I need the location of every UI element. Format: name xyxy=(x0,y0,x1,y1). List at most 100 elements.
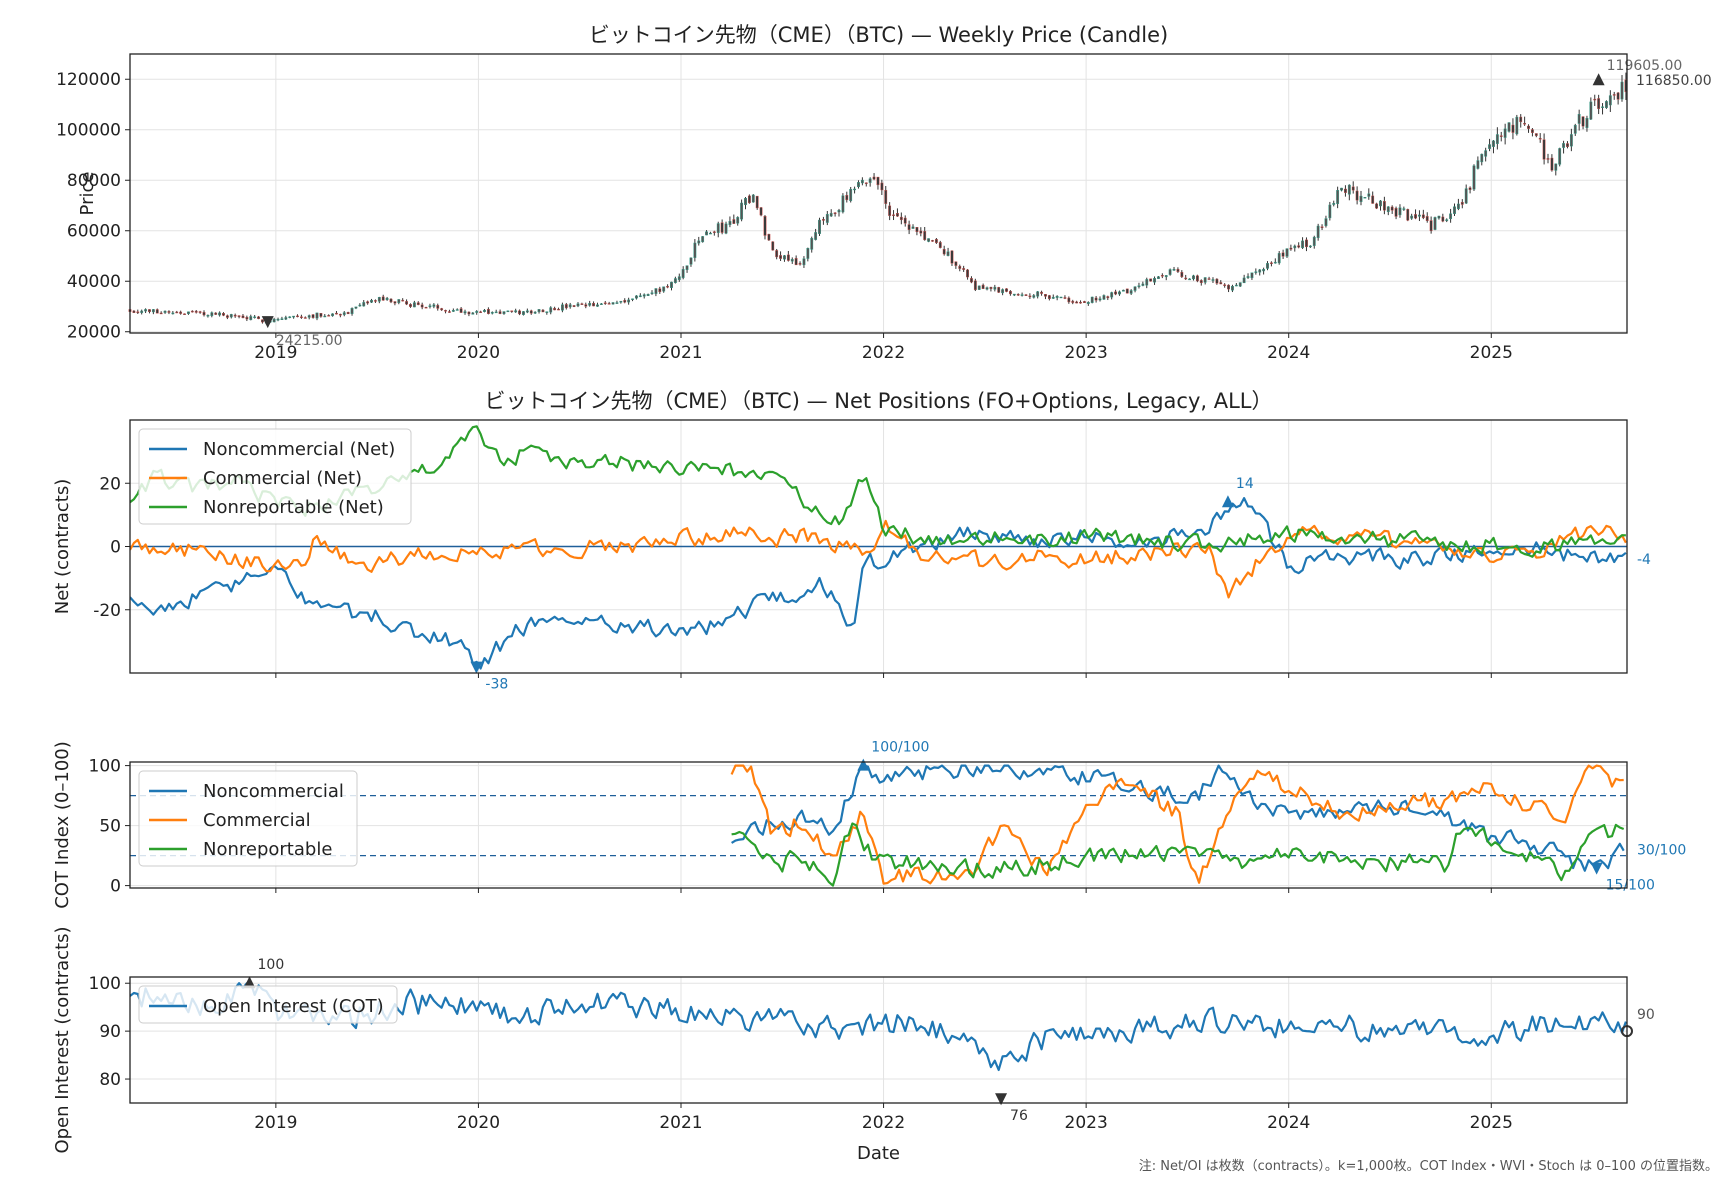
candle-body xyxy=(1379,200,1382,207)
candle-body xyxy=(744,197,747,206)
candle-body xyxy=(1316,225,1320,238)
candle-body xyxy=(884,189,888,204)
candle-body xyxy=(658,288,662,293)
x-tick-label: 2024 xyxy=(1267,1113,1310,1133)
candle-body xyxy=(650,292,654,294)
candle-body xyxy=(802,258,806,266)
candle-body xyxy=(736,217,740,224)
y-tick-label: 50 xyxy=(99,817,121,837)
candle-body xyxy=(284,317,288,320)
candle-body xyxy=(712,231,716,233)
x-tick-label: 2019 xyxy=(254,343,297,363)
candle-body xyxy=(568,304,572,308)
max-annotation: 119605.00 xyxy=(1607,58,1683,74)
candle-body xyxy=(841,195,845,213)
y-axis-label: COT Index (0–100) xyxy=(52,741,73,909)
candle-body xyxy=(962,268,966,270)
candle-body xyxy=(276,318,280,321)
candle-body xyxy=(1055,296,1059,298)
candle-body xyxy=(331,313,334,317)
candle-body xyxy=(206,314,210,317)
y-tick-label: 120000 xyxy=(56,70,121,90)
candle-body xyxy=(167,311,171,313)
min-marker xyxy=(995,1093,1008,1106)
candle-body xyxy=(218,312,221,316)
legend-label: Open Interest (COT) xyxy=(203,996,384,1017)
candle-body xyxy=(1562,143,1565,148)
candle-body xyxy=(662,286,666,292)
candle-body xyxy=(370,299,373,303)
candle-body xyxy=(541,309,545,313)
candle-body xyxy=(151,309,155,313)
max-marker xyxy=(1592,73,1605,86)
candle-body xyxy=(510,310,514,312)
candle-body xyxy=(225,315,229,318)
candle-body xyxy=(1382,201,1386,211)
candle-body xyxy=(728,221,732,225)
candle-body xyxy=(471,312,475,315)
min-marker xyxy=(470,661,483,674)
candle-body xyxy=(966,269,969,278)
chart-title: ビットコイン先物（CME）（BTC) — Weekly Price (Candl… xyxy=(589,23,1168,47)
candle-body xyxy=(1593,98,1597,101)
max-marker xyxy=(1221,495,1234,508)
candle-body xyxy=(1433,217,1437,230)
candle-body xyxy=(1390,206,1394,211)
candle-body xyxy=(1184,277,1188,280)
candle-body xyxy=(981,284,985,289)
min-annotation: 24215.00 xyxy=(276,333,343,349)
candle-body xyxy=(545,311,549,313)
candle-body xyxy=(1527,125,1530,129)
candle-body xyxy=(1012,293,1016,296)
open-interest-panel: 2019 2020 2021 2022 2023 2024 2025 80 90 100 Open … xyxy=(52,926,1655,1164)
candle-body xyxy=(1468,187,1472,190)
candle-body xyxy=(358,304,362,307)
y-tick-label: 0 xyxy=(110,877,121,897)
candle-body xyxy=(405,301,408,305)
candle-body xyxy=(1429,220,1433,232)
candle-body xyxy=(740,202,744,220)
max-marker xyxy=(243,976,256,989)
candle-body xyxy=(335,312,338,315)
candle-body xyxy=(1160,275,1164,277)
y-axis-label: Open Interest (contracts) xyxy=(52,926,73,1153)
candle-body xyxy=(666,286,669,288)
min-annotation: 15/100 xyxy=(1606,878,1655,894)
candle-body xyxy=(775,250,779,258)
candle-body xyxy=(615,302,619,304)
candle-body xyxy=(1094,297,1098,301)
candle-body xyxy=(1215,278,1219,284)
candle-body xyxy=(1437,215,1441,219)
series-line-1 xyxy=(731,764,1625,872)
candle-body xyxy=(1246,276,1250,278)
candle-body xyxy=(611,302,615,305)
candle-body xyxy=(1558,148,1562,165)
candle-body xyxy=(1328,204,1332,219)
candle-body xyxy=(794,258,798,266)
candle-body xyxy=(646,293,650,297)
candle-body xyxy=(409,304,412,307)
x-tick-label: 2020 xyxy=(457,1113,500,1133)
candle-body xyxy=(701,236,705,243)
candle-body xyxy=(1270,262,1273,264)
y-tick-label: 80 xyxy=(99,1070,121,1090)
candle-body xyxy=(1573,125,1577,134)
candle-body xyxy=(786,254,790,261)
candle-body xyxy=(654,288,658,294)
candle-body xyxy=(1301,240,1304,249)
candle-body xyxy=(1460,202,1464,205)
candle-body xyxy=(479,311,483,313)
candle-body xyxy=(366,301,370,304)
candle-body xyxy=(190,310,194,313)
candle-body xyxy=(1320,226,1324,228)
min-marker xyxy=(261,316,274,329)
candle-body xyxy=(1297,245,1301,248)
candle-body xyxy=(198,311,202,313)
candle-body xyxy=(818,219,821,234)
candle-body xyxy=(1577,114,1581,124)
candle-body xyxy=(1067,297,1071,303)
candle-body xyxy=(362,302,366,307)
candle-body xyxy=(163,310,167,313)
candle-body xyxy=(1566,143,1569,147)
legend-label: Noncommercial (Net) xyxy=(203,439,395,460)
